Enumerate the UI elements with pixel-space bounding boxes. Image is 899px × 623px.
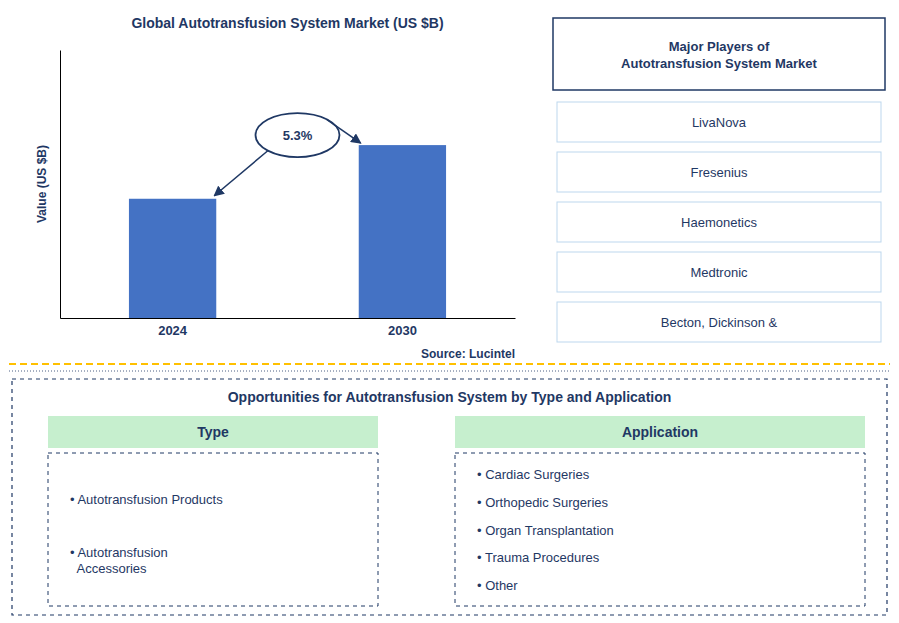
chart-title: Global Autotransfusion System Market (US… [131, 15, 443, 31]
player-box [557, 202, 881, 242]
bar [129, 199, 216, 318]
cagr-arrow [214, 150, 268, 195]
player-name: Becton, Dickinson & [661, 315, 778, 330]
cagr-arrow [327, 120, 361, 143]
column-item: • Organ Transplantation [477, 523, 614, 538]
player-box [557, 152, 881, 192]
player-box [557, 102, 881, 142]
column-items-box [455, 453, 865, 606]
bars [129, 145, 446, 318]
players-title: Major Players ofAutotransfusion System M… [621, 39, 817, 71]
x-tick: 2030 [388, 318, 417, 338]
player-box [557, 252, 881, 292]
x-tick-label: 2030 [388, 323, 417, 338]
player-name: Haemonetics [681, 215, 757, 230]
bar [359, 145, 446, 318]
y-axis-line [60, 51, 61, 319]
column-item: • Trauma Procedures [477, 550, 600, 565]
column-items-box [48, 453, 378, 606]
separator [9, 363, 890, 365]
source-text: Source: Lucintel [421, 347, 515, 361]
y-axis-label: Value (US $B) [35, 145, 49, 223]
x-tick-label: 2024 [158, 323, 188, 338]
opportunities-title: Opportunities for Autotransfusion System… [228, 389, 672, 405]
cagr-label: 5.3% [283, 128, 313, 143]
opportunities-box [12, 379, 887, 615]
player-name: LivaNova [692, 115, 747, 130]
separator [9, 371, 890, 372]
x-tick: 2024 [158, 318, 188, 338]
column-header: Application [622, 424, 698, 440]
x-axis-line [61, 318, 516, 319]
column-item: • Cardiac Surgeries [477, 467, 590, 482]
column-header: Type [197, 424, 229, 440]
column-header-box [48, 416, 378, 448]
column-item: • Autotransfusion Products [70, 492, 223, 507]
column-item: • Other [477, 578, 518, 593]
players-title-box [553, 18, 885, 90]
column-item: • Autotransfusion Accessories [70, 545, 168, 576]
player-name: Medtronic [690, 265, 748, 280]
cagr-ellipse [256, 113, 340, 157]
x-axis: 2024 2030 [61, 318, 516, 338]
y-axis [60, 51, 61, 319]
column-item: • Orthopedic Surgeries [477, 495, 609, 510]
player-box [557, 302, 881, 342]
column-header-box [455, 416, 865, 448]
player-name: Fresenius [690, 165, 748, 180]
page: Global Autotransfusion System Market (US… [0, 0, 899, 623]
